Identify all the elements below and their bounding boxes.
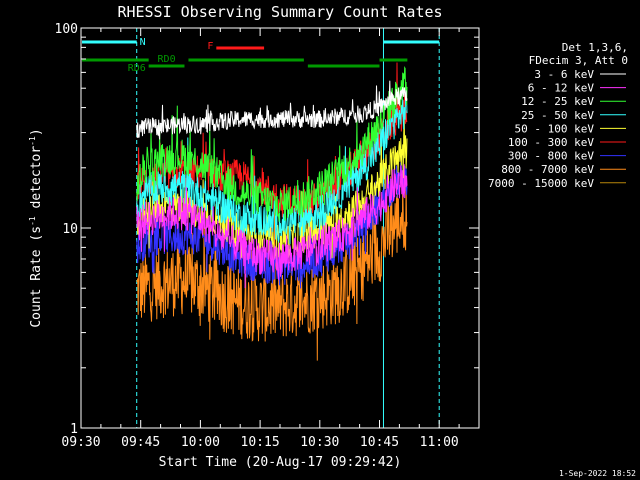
legend-label-4: 50 - 100 keV bbox=[515, 122, 595, 135]
x-tick-label-5: 10:45 bbox=[360, 435, 399, 450]
chart-title: RHESSI Observing Summary Count Rates bbox=[117, 3, 442, 21]
y-tick-label-0: 1 bbox=[70, 422, 78, 437]
legend-label-7: 800 - 7000 keV bbox=[501, 163, 594, 176]
x-tick-label-3: 10:15 bbox=[241, 435, 280, 450]
plot-area: N RD6 RD0 F bbox=[80, 28, 440, 428]
x-tick-label-6: 11:00 bbox=[420, 435, 459, 450]
x-tick-label-2: 10:00 bbox=[181, 435, 220, 450]
series-line-0 bbox=[136, 80, 408, 140]
status-label-rd6: RD6 bbox=[128, 63, 146, 74]
status-label-f: F bbox=[207, 41, 213, 52]
x-tick-label-1: 09:45 bbox=[121, 435, 160, 450]
legend-label-8: 7000 - 15000 keV bbox=[488, 177, 594, 190]
legend-label-6: 300 - 800 keV bbox=[508, 150, 594, 163]
series-line-3 bbox=[136, 94, 408, 245]
y-axis-label-main: Count Rate (s bbox=[29, 226, 44, 328]
x-axis-label: Start Time (20-Aug-17 09:29:42) bbox=[159, 455, 402, 470]
legend-label-0: 3 - 6 keV bbox=[534, 68, 594, 81]
y-tick-label-1: 10 bbox=[62, 222, 78, 237]
y-tick-label-2: 100 bbox=[55, 22, 78, 37]
y-axis-label-mid: detector bbox=[29, 146, 44, 217]
status-label-n: N bbox=[140, 37, 146, 48]
legend-label-2: 12 - 25 keV bbox=[521, 95, 594, 108]
legend-label-1: 6 - 12 keV bbox=[528, 82, 595, 95]
status-label-rd0: RD0 bbox=[158, 54, 176, 65]
y-axis-label-exp-2: -1 bbox=[28, 136, 37, 146]
legend-label-5: 100 - 300 keV bbox=[508, 136, 594, 149]
footer-timestamp: 1-Sep-2022 18:52 bbox=[559, 469, 636, 478]
axis-ticks: 09:30 09:45 10:00 10:15 10:30 10:45 11:00 1 10 10… bbox=[55, 22, 479, 450]
y-axis-label-exp-1: -1 bbox=[28, 216, 37, 226]
series-line-7 bbox=[136, 176, 408, 361]
legend-label-3: 25 - 50 keV bbox=[521, 109, 594, 122]
series-line-4 bbox=[136, 115, 408, 259]
y-axis-label: Count Rate (s-1 detector-1) bbox=[28, 128, 44, 327]
series-line-1 bbox=[136, 164, 408, 289]
y-axis-label-end: ) bbox=[29, 128, 44, 136]
series-line-2 bbox=[136, 65, 408, 222]
x-tick-label-4: 10:30 bbox=[300, 435, 339, 450]
x-tick-label-0: 09:30 bbox=[61, 435, 100, 450]
legend-header-line-1: Det 1,3,6, bbox=[562, 41, 628, 54]
legend-header-line-2: FDecim 3, Att 0 bbox=[529, 54, 628, 67]
